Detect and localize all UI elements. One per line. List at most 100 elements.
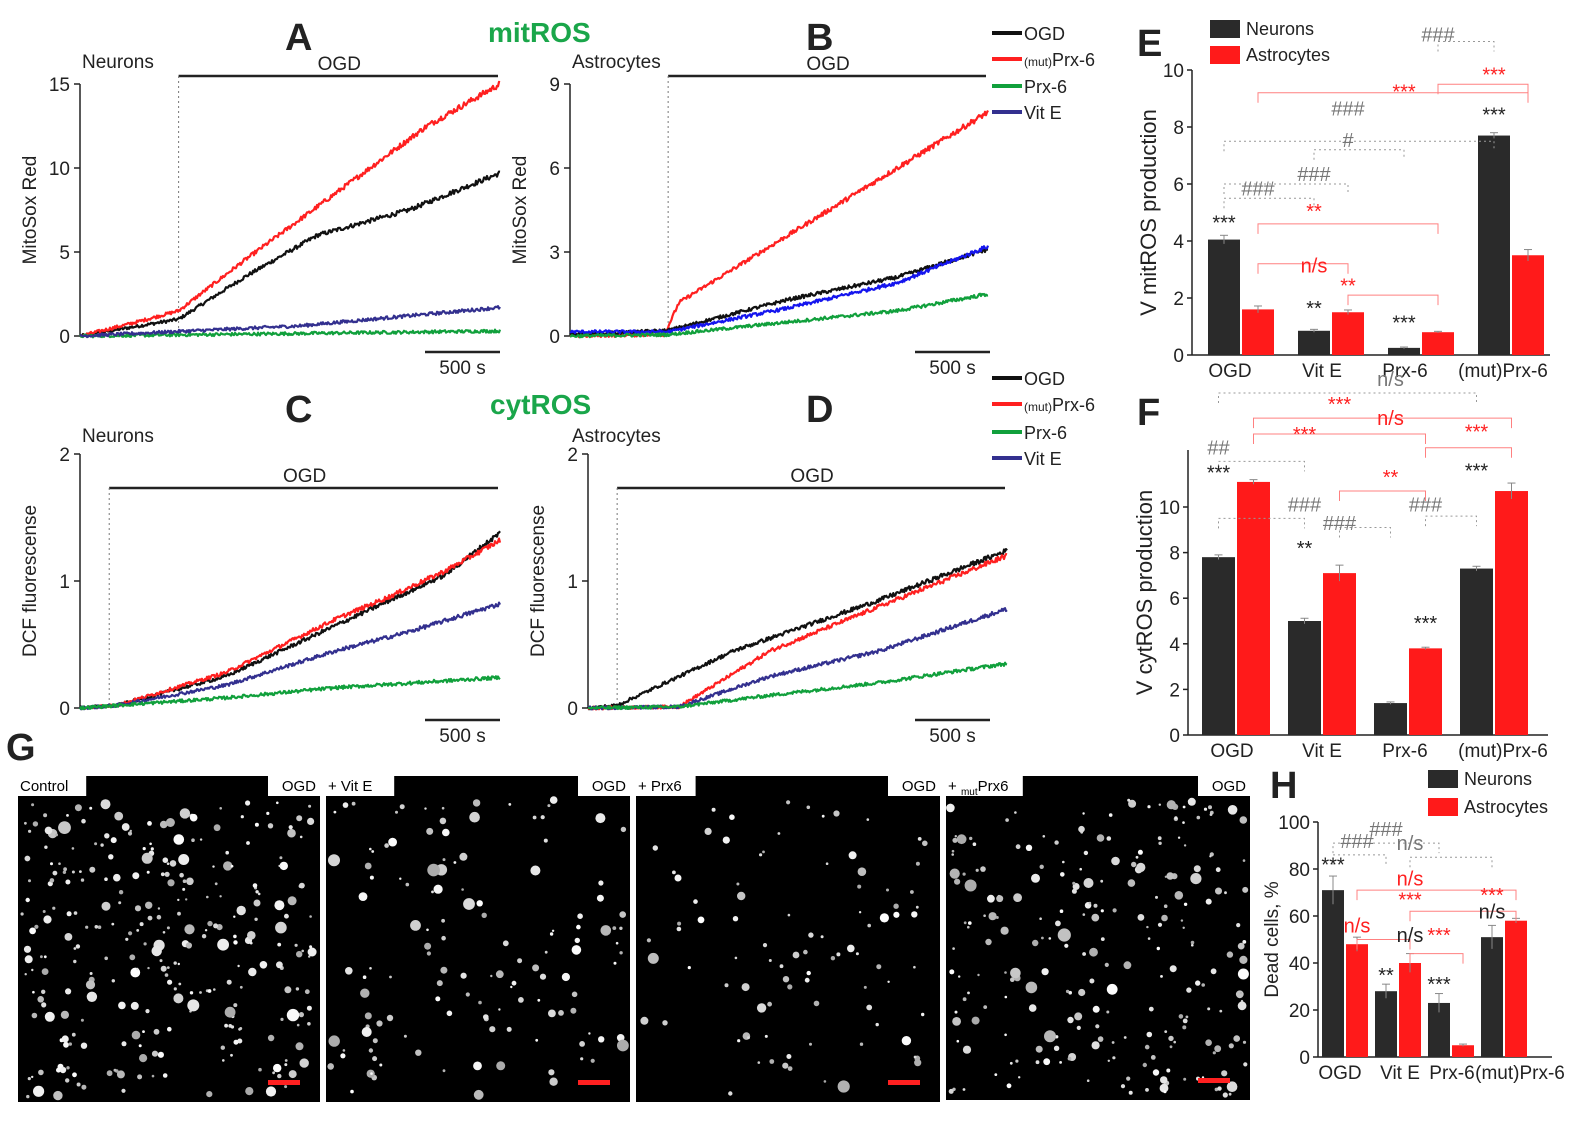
y-axis-label: MitoSox Red	[20, 156, 41, 265]
cell-nucleus	[987, 894, 995, 903]
cell-nucleus	[113, 1068, 117, 1072]
cell-nucleus	[371, 850, 375, 853]
cell-nucleus	[1205, 898, 1212, 905]
cell-nucleus	[617, 1039, 629, 1052]
cell-nucleus	[1155, 895, 1158, 899]
cell-nucleus	[213, 988, 216, 991]
cell-nucleus	[469, 811, 480, 823]
cell-nucleus	[757, 1061, 761, 1064]
cell-nucleus	[549, 796, 558, 804]
cell-nucleus	[809, 1042, 812, 1046]
significance-label: n/s	[1479, 901, 1506, 923]
cell-nucleus	[724, 983, 729, 988]
bar-neurons-1	[1375, 991, 1397, 1057]
cell-nucleus	[73, 959, 77, 964]
cell-nucleus	[1207, 1007, 1211, 1011]
cell-nucleus	[847, 944, 855, 953]
cell-nucleus	[1076, 1025, 1081, 1030]
cell-nucleus	[178, 854, 190, 865]
chart-h: 0 20 40 60 80 100 Dead cells, % OGD Vit E Prx-6 (m…	[1262, 813, 1565, 1084]
cell-nucleus	[73, 947, 77, 950]
cell-nucleus	[1173, 1040, 1176, 1044]
cell-nucleus	[747, 1036, 750, 1040]
cell-nucleus	[1214, 1045, 1222, 1053]
cell-nucleus	[165, 818, 175, 827]
cell-nucleus	[31, 1012, 38, 1019]
micrograph-tile: + Prx6 OGD	[636, 776, 940, 1102]
bar-astrocytes-2	[1409, 648, 1442, 735]
cell-nucleus	[1112, 908, 1117, 913]
cell-nucleus	[543, 838, 548, 843]
cell-nucleus	[80, 1042, 88, 1049]
cell-nucleus	[548, 1069, 555, 1076]
cell-nucleus	[539, 973, 547, 980]
cell-nucleus	[441, 918, 445, 923]
cell-nucleus	[983, 1005, 988, 1009]
cell-nucleus	[41, 989, 46, 994]
cell-nucleus	[415, 1049, 422, 1056]
cell-nucleus	[782, 1062, 789, 1069]
cell-nucleus	[619, 926, 623, 930]
cell-nucleus	[1064, 943, 1069, 948]
cell-nucleus	[368, 1048, 374, 1053]
cell-nucleus	[1160, 1076, 1168, 1084]
cell-nucleus	[213, 923, 219, 929]
cell-nucleus	[274, 900, 285, 911]
bar-astrocytes-3	[1495, 491, 1528, 735]
cell-nucleus	[427, 863, 440, 877]
cell-type-label: Astrocytes	[572, 426, 661, 447]
category-label: OGD	[1210, 741, 1253, 762]
cell-nucleus	[24, 821, 27, 825]
bar-astrocytes-2	[1452, 1045, 1474, 1057]
cell-nucleus	[962, 1045, 972, 1054]
trace-ogd	[569, 247, 989, 337]
bar-neurons-2	[1388, 347, 1420, 355]
cell-nucleus	[364, 1012, 372, 1020]
cell-nucleus	[804, 977, 810, 983]
tile-label-bg	[18, 776, 87, 796]
significance-bracket	[1339, 527, 1391, 538]
cell-nucleus	[63, 867, 67, 872]
cell-nucleus	[1242, 886, 1249, 893]
cell-nucleus	[100, 799, 111, 810]
cell-nucleus	[995, 916, 999, 919]
cell-nucleus	[1100, 937, 1105, 941]
panel-letter-c: C	[285, 389, 312, 431]
bar-astrocytes-3	[1505, 920, 1527, 1057]
cell-nucleus	[44, 845, 48, 849]
bar-neurons-3	[1478, 135, 1510, 355]
cell-nucleus	[138, 1044, 142, 1048]
panel-letter-e: E	[1137, 23, 1162, 65]
cell-nucleus	[1078, 825, 1085, 833]
cell-nucleus	[1043, 1058, 1051, 1066]
cell-nucleus	[294, 943, 298, 947]
cell-nucleus	[139, 922, 144, 927]
micrograph-scale-bar	[578, 1080, 610, 1085]
time-scale-bar-label: 500 s	[439, 726, 485, 747]
cell-nucleus	[1062, 860, 1065, 864]
cell-nucleus	[178, 982, 182, 986]
tile-label-bg	[326, 776, 395, 796]
trace-prx-6	[79, 675, 501, 711]
cell-nucleus	[1128, 1090, 1133, 1095]
cell-nucleus	[1082, 913, 1086, 916]
cell-nucleus	[1185, 1015, 1189, 1019]
cell-nucleus	[461, 888, 464, 891]
tile-label-bg	[268, 776, 320, 796]
cell-nucleus	[1053, 1045, 1060, 1052]
cell-nucleus	[201, 934, 207, 939]
cell-nucleus	[1042, 835, 1046, 838]
cell-nucleus	[1182, 1025, 1187, 1030]
chart-c: 0 1 2 DCF fluorescense Neurons OGD 500 s	[20, 426, 502, 747]
cell-nucleus	[615, 941, 619, 945]
cell-nucleus	[28, 879, 31, 883]
cell-nucleus	[741, 983, 750, 992]
cell-nucleus	[182, 879, 187, 883]
cell-nucleus	[786, 800, 791, 805]
cell-nucleus	[439, 817, 447, 825]
y-tick-label: 6	[1169, 589, 1180, 610]
significance-label: ***	[1328, 394, 1352, 416]
cell-nucleus	[972, 842, 977, 846]
cell-nucleus	[825, 862, 829, 865]
cell-nucleus	[1054, 840, 1059, 845]
